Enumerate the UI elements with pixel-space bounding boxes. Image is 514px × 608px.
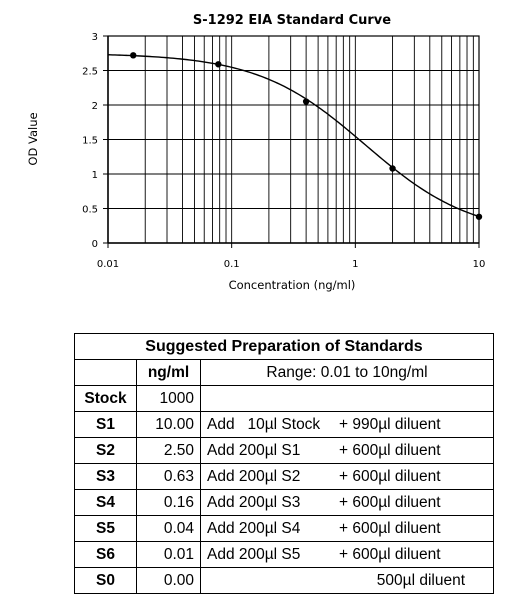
standard-concentration: 1000 (136, 385, 201, 412)
table-title: Suggested Preparation of Standards (74, 333, 494, 360)
table-row: S3 0.63 Add 200µl S2 + 600µl diluent (74, 463, 494, 490)
preparation-instruction: Add 200µl S3 + 600µl diluent (200, 489, 494, 516)
data-point (475, 213, 483, 220)
standard-label: S4 (74, 489, 137, 516)
chart-grid (107, 35, 479, 244)
table-body: Suggested Preparation of Standards ng/ml… (74, 333, 494, 594)
data-points (130, 52, 483, 220)
table-row: S2 2.50 Add 200µl S1 + 600µl diluent (74, 437, 494, 464)
table-title-row: Suggested Preparation of Standards (74, 333, 494, 360)
x-tick-label: 0.1 (224, 259, 240, 270)
instruction-diluent-text: 500µl diluent (376, 571, 465, 589)
x-tick-label: 1 (352, 259, 358, 270)
y-tick-label: 0.5 (82, 205, 98, 216)
instruction-diluent-text: + 600µl diluent (339, 493, 441, 511)
preparation-instruction: Add 200µl S4 + 600µl diluent (200, 515, 494, 542)
standard-label: Stock (74, 385, 137, 412)
empty-header-cell (74, 359, 137, 386)
conc-header: ng/ml (136, 359, 201, 386)
instruction-add-text: Add 10µl Stock (207, 415, 321, 433)
standard-concentration: 2.50 (136, 437, 201, 464)
preparation-instruction: Add 200µl S5 + 600µl diluent (200, 541, 494, 568)
standard-label: S1 (74, 411, 137, 438)
chart-axes (103, 35, 480, 248)
standard-concentration: 0.01 (136, 541, 201, 568)
preparation-instruction: Add 200µl S1 + 600µl diluent (200, 437, 494, 464)
table-row: S5 0.04 Add 200µl S4 + 600µl diluent (74, 515, 494, 542)
fit-curve (107, 54, 480, 218)
table-row: Stock 1000 (74, 385, 494, 412)
y-axis-label: OD Value (26, 112, 40, 165)
standard-curve-chart: S-1292 EIA Standard Curve 00.511.522.530… (26, 13, 485, 292)
chart-title: S-1292 EIA Standard Curve (193, 13, 391, 28)
preparation-instruction: 500µl diluent (200, 567, 494, 594)
instruction-diluent-text: + 600µl diluent (339, 519, 441, 537)
instruction-add-text: Add 200µl S1 (207, 441, 301, 459)
fit-curve-layer (107, 54, 480, 218)
preparation-instruction: Add 200µl S2 + 600µl diluent (200, 463, 494, 490)
y-tick-label: 1 (92, 170, 98, 181)
data-point (215, 61, 222, 68)
preparation-instruction: Add 10µl Stock + 990µl diluent (200, 411, 494, 438)
y-tick-label: 0 (92, 239, 98, 250)
table-row: S1 10.00 Add 10µl Stock + 990µl diluent (74, 411, 494, 438)
instruction-add-text: Add 200µl S4 (207, 519, 301, 537)
standard-label: S2 (74, 437, 137, 464)
x-tick-label: 10 (473, 259, 486, 270)
standard-label: S6 (74, 541, 137, 568)
data-point (389, 165, 396, 172)
standard-concentration: 0.63 (136, 463, 201, 490)
tick-labels: 0 0.5 1 1.5 2 2.5 3 0.01 0.1 1 10 (82, 32, 485, 270)
instruction-diluent-text: + 990µl diluent (339, 415, 441, 433)
table-header-row: ng/ml Range: 0.01 to 10ng/ml (74, 359, 494, 386)
data-point (302, 98, 310, 105)
standard-label: S3 (74, 463, 137, 490)
table-row: S6 0.01 Add 200µl S5 + 600µl diluent (74, 541, 494, 568)
x-tick-label: 0.01 (97, 259, 119, 270)
instruction-add-text: Add 200µl S2 (207, 467, 301, 485)
standards-preparation-table: Suggested Preparation of Standards ng/ml… (74, 333, 494, 594)
y-tick-label: 1.5 (82, 136, 98, 147)
standard-concentration: 0.16 (136, 489, 201, 516)
standard-concentration: 10.00 (136, 411, 201, 438)
standard-label: S0 (74, 567, 137, 594)
y-tick-label: 3 (92, 32, 98, 43)
y-tick-label: 2.5 (82, 67, 98, 78)
data-point (130, 52, 137, 59)
standard-concentration: 0.00 (136, 567, 201, 594)
instruction-diluent-text: + 600µl diluent (339, 467, 441, 485)
x-axis-label: Concentration (ng/ml) (229, 278, 356, 292)
preparation-instruction (200, 385, 494, 412)
table-row: S0 0.00 500µl diluent (74, 567, 494, 594)
instruction-diluent-text: + 600µl diluent (339, 545, 441, 563)
table-row: S4 0.16 Add 200µl S3 + 600µl diluent (74, 489, 494, 516)
y-tick-label: 2 (92, 101, 98, 112)
standard-concentration: 0.04 (136, 515, 201, 542)
standard-label: S5 (74, 515, 137, 542)
instruction-diluent-text: + 600µl diluent (339, 441, 441, 459)
range-header: Range: 0.01 to 10ng/ml (200, 359, 494, 386)
instruction-add-text: Add 200µl S5 (207, 545, 301, 563)
instruction-add-text: Add 200µl S3 (207, 493, 301, 511)
